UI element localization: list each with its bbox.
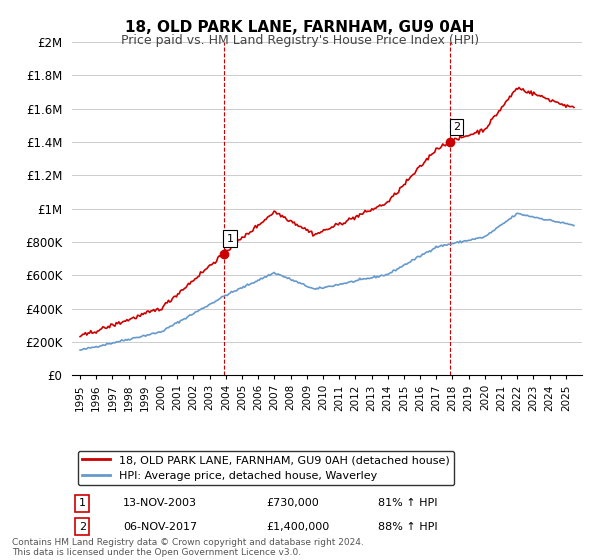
Text: £730,000: £730,000 [266, 498, 319, 508]
Text: 81% ↑ HPI: 81% ↑ HPI [378, 498, 437, 508]
Text: £1,400,000: £1,400,000 [266, 522, 329, 532]
Text: 06-NOV-2017: 06-NOV-2017 [123, 522, 197, 532]
Text: 1: 1 [227, 234, 233, 244]
Text: 2: 2 [453, 122, 460, 132]
Text: 2: 2 [79, 522, 86, 532]
Text: Contains HM Land Registry data © Crown copyright and database right 2024.
This d: Contains HM Land Registry data © Crown c… [12, 538, 364, 557]
Legend: 18, OLD PARK LANE, FARNHAM, GU9 0AH (detached house), HPI: Average price, detach: 18, OLD PARK LANE, FARNHAM, GU9 0AH (det… [77, 451, 454, 485]
Text: Price paid vs. HM Land Registry's House Price Index (HPI): Price paid vs. HM Land Registry's House … [121, 34, 479, 46]
Text: 18, OLD PARK LANE, FARNHAM, GU9 0AH: 18, OLD PARK LANE, FARNHAM, GU9 0AH [125, 20, 475, 35]
Text: 88% ↑ HPI: 88% ↑ HPI [378, 522, 437, 532]
Text: 1: 1 [79, 498, 86, 508]
Text: 13-NOV-2003: 13-NOV-2003 [123, 498, 197, 508]
